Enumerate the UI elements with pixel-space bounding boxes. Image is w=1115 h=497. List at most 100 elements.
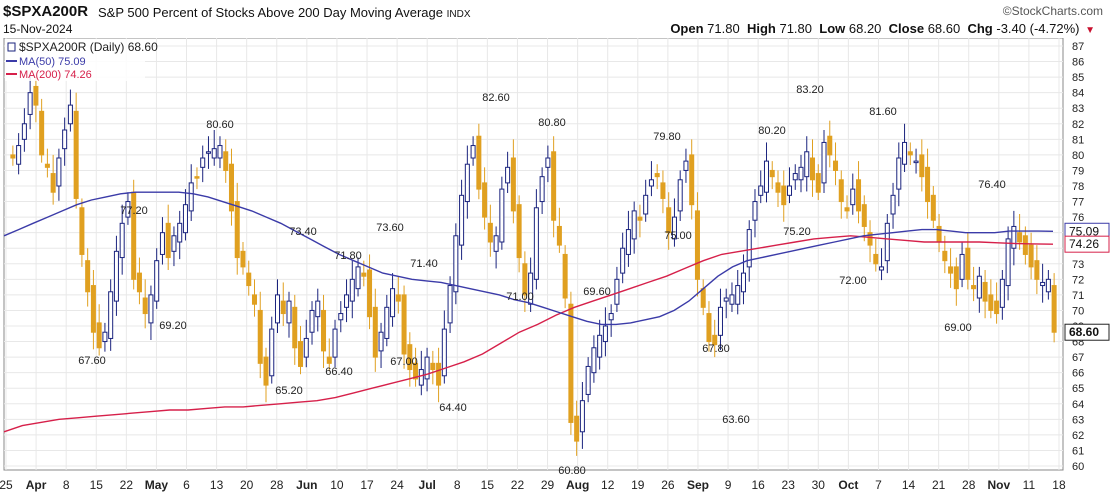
candle-body	[689, 154, 695, 206]
price-annotation: 71.00	[506, 291, 534, 303]
candle-body	[182, 204, 188, 234]
candle-body	[436, 362, 442, 386]
candle-body	[44, 163, 50, 168]
x-tick-label: Jun	[296, 478, 317, 492]
candle-body	[568, 303, 574, 423]
candle-body	[528, 272, 534, 305]
candle-body	[994, 300, 1000, 315]
candle-body	[614, 278, 620, 305]
candle-body	[729, 294, 735, 305]
candle-body	[706, 313, 712, 343]
candle-body	[959, 253, 965, 280]
price-annotation: 83.20	[796, 84, 824, 96]
candle-body	[418, 369, 424, 386]
x-tick-label: Sep	[687, 478, 709, 492]
candle-body	[424, 356, 430, 380]
candle-body	[648, 179, 654, 187]
price-chart[interactable]: 6061626364656667686970717273747576777879…	[0, 38, 1115, 497]
candle-body	[108, 291, 114, 339]
candle-body	[539, 176, 545, 203]
candle-body	[982, 281, 988, 302]
x-tick-label: Apr	[26, 478, 47, 492]
y-tick-label: 60	[1072, 461, 1084, 473]
candle-body	[79, 207, 85, 255]
x-tick-label: 28	[270, 478, 284, 492]
candle-body	[113, 250, 119, 302]
candle-body	[361, 272, 367, 277]
candle-body	[240, 250, 246, 268]
candle-body	[1051, 285, 1057, 333]
candle-body	[551, 151, 557, 221]
candle-body	[274, 294, 281, 324]
y-tick-label: 82	[1072, 119, 1084, 131]
candle-body	[332, 328, 338, 358]
last-value-tag: 68.60	[1064, 323, 1110, 341]
candle-body	[798, 166, 804, 181]
candle-body	[263, 356, 269, 386]
ma200-line	[3, 235, 1054, 433]
price-annotation: 81.60	[869, 106, 897, 118]
close-label: Close	[888, 21, 925, 36]
y-tick-label: 79	[1072, 165, 1084, 177]
candle-body	[602, 325, 608, 343]
candle-body	[154, 260, 160, 302]
y-tick-label: 76	[1072, 212, 1084, 224]
candle-body	[804, 151, 810, 178]
x-tick-label: 15	[481, 478, 495, 492]
candle-body	[205, 151, 211, 154]
candle-body	[677, 179, 683, 212]
candle-body	[694, 210, 700, 280]
price-annotation: 72.00	[839, 275, 867, 287]
candle-body	[125, 201, 131, 218]
candle-body	[10, 154, 16, 159]
candle-body	[85, 260, 91, 293]
candle-body	[177, 222, 183, 243]
candle-body	[1022, 235, 1028, 255]
candle-body	[562, 253, 568, 299]
candle-body	[188, 182, 194, 212]
price-annotation: 71.40	[410, 258, 438, 270]
candle-body	[861, 204, 867, 227]
candle-body	[395, 294, 401, 302]
candle-body	[666, 207, 672, 234]
y-tick-label: 87	[1072, 41, 1084, 53]
candle-body	[522, 263, 528, 296]
candle-body	[349, 278, 355, 302]
x-tick-label: 29	[541, 478, 555, 492]
y-tick-label: 80	[1072, 150, 1084, 162]
x-tick-label: 20	[240, 478, 254, 492]
candle-body	[384, 306, 390, 339]
stockcharts-logo[interactable]: ©StockCharts.com	[1002, 4, 1103, 18]
last-value-tag-text: 68.60	[1069, 325, 1099, 339]
x-tick-label: Aug	[566, 478, 589, 492]
candle-body	[90, 285, 96, 333]
candle-body	[447, 285, 453, 324]
candle-body	[913, 160, 919, 164]
x-tick-label: 10	[330, 478, 344, 492]
description-text: S&P 500 Percent of Stocks Above 200 Day …	[98, 5, 443, 20]
candle-body	[476, 135, 482, 190]
candle-body	[625, 229, 631, 255]
x-tick-label: 8	[454, 478, 461, 492]
candle-body	[413, 362, 419, 380]
exchange-label: INDX	[446, 9, 471, 20]
price-annotation: 80.20	[758, 125, 786, 137]
candle-body	[907, 151, 913, 156]
candle-body	[844, 207, 850, 212]
candle-body	[159, 232, 165, 255]
close-value: 68.60	[927, 21, 961, 36]
candle-body	[96, 322, 102, 349]
legend-ma200: MA(200) 74.26	[19, 69, 92, 81]
price-annotation: 69.20	[159, 320, 187, 332]
candle-body	[890, 194, 896, 215]
candle-body	[142, 297, 148, 315]
candle-body	[1011, 225, 1017, 249]
candle-body	[925, 166, 931, 203]
candle-body	[102, 331, 108, 343]
x-tick-label: 9	[725, 478, 732, 492]
candle-body	[119, 222, 125, 259]
candle-body	[464, 163, 470, 203]
x-tick-label: 22	[511, 478, 525, 492]
open-value: 71.80	[707, 21, 740, 36]
candle-body	[407, 344, 413, 371]
